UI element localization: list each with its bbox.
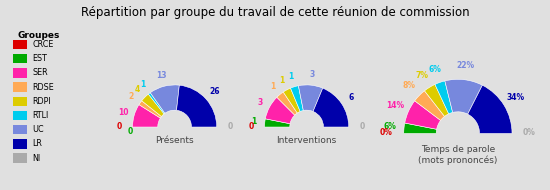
Text: RDSE: RDSE: [32, 83, 54, 92]
Wedge shape: [265, 119, 290, 127]
Text: RTLI: RTLI: [32, 111, 49, 120]
Text: 2: 2: [129, 92, 134, 101]
Text: 13: 13: [156, 71, 167, 80]
Wedge shape: [415, 91, 444, 120]
FancyBboxPatch shape: [13, 154, 27, 163]
Text: 0: 0: [117, 122, 122, 131]
FancyBboxPatch shape: [13, 139, 27, 149]
FancyBboxPatch shape: [13, 54, 27, 63]
Text: 1: 1: [271, 82, 276, 90]
Text: 6%: 6%: [428, 65, 442, 74]
FancyBboxPatch shape: [13, 82, 27, 92]
FancyBboxPatch shape: [13, 40, 27, 49]
Text: Interventions: Interventions: [277, 136, 337, 145]
Wedge shape: [265, 97, 295, 124]
Text: CRCE: CRCE: [32, 40, 54, 49]
Text: 14%: 14%: [387, 101, 405, 110]
Text: 1: 1: [140, 80, 145, 89]
Text: 6%: 6%: [383, 122, 397, 131]
Text: 34%: 34%: [507, 93, 525, 102]
Text: 22%: 22%: [456, 61, 475, 70]
Text: 7%: 7%: [416, 71, 428, 80]
Wedge shape: [435, 81, 453, 114]
Text: 1: 1: [279, 76, 284, 85]
Text: RDPI: RDPI: [32, 97, 51, 106]
Wedge shape: [425, 84, 449, 116]
Text: 4: 4: [135, 85, 140, 94]
Wedge shape: [283, 88, 300, 113]
Text: LR: LR: [32, 139, 42, 148]
Text: Groupes: Groupes: [17, 31, 59, 40]
Text: 0%: 0%: [380, 128, 393, 137]
Wedge shape: [313, 88, 349, 127]
Text: Temps de parole
(mots prononcés): Temps de parole (mots prononcés): [418, 145, 498, 165]
Text: NI: NI: [32, 154, 41, 163]
Wedge shape: [133, 105, 161, 127]
FancyBboxPatch shape: [13, 125, 27, 135]
FancyBboxPatch shape: [13, 68, 27, 78]
Text: 10: 10: [118, 108, 129, 117]
Text: 8%: 8%: [403, 81, 416, 90]
Wedge shape: [445, 79, 482, 114]
Wedge shape: [405, 101, 441, 129]
Wedge shape: [139, 101, 162, 118]
Text: EST: EST: [32, 54, 47, 63]
Text: SER: SER: [32, 68, 48, 77]
Wedge shape: [277, 92, 297, 115]
Text: 0%: 0%: [523, 128, 536, 137]
Text: 3: 3: [257, 97, 262, 107]
Text: 6: 6: [348, 93, 353, 102]
Wedge shape: [290, 86, 304, 112]
Wedge shape: [404, 123, 437, 133]
Text: 3: 3: [309, 70, 315, 79]
Text: 0: 0: [128, 127, 133, 136]
Text: UC: UC: [32, 125, 44, 134]
Text: 0: 0: [228, 122, 233, 131]
Text: 1: 1: [289, 72, 294, 81]
Text: 0: 0: [360, 122, 365, 131]
Wedge shape: [177, 85, 217, 127]
Text: Présents: Présents: [155, 136, 194, 145]
Wedge shape: [150, 85, 179, 113]
FancyBboxPatch shape: [13, 97, 27, 106]
Wedge shape: [299, 85, 323, 112]
Text: 0: 0: [249, 122, 254, 131]
Wedge shape: [142, 94, 164, 116]
Text: Répartition par groupe du travail de cette réunion de commission: Répartition par groupe du travail de cet…: [81, 6, 469, 19]
Text: 26: 26: [209, 87, 219, 96]
Wedge shape: [148, 93, 165, 114]
FancyBboxPatch shape: [13, 111, 27, 120]
Text: 1: 1: [251, 117, 256, 126]
Wedge shape: [468, 85, 512, 133]
